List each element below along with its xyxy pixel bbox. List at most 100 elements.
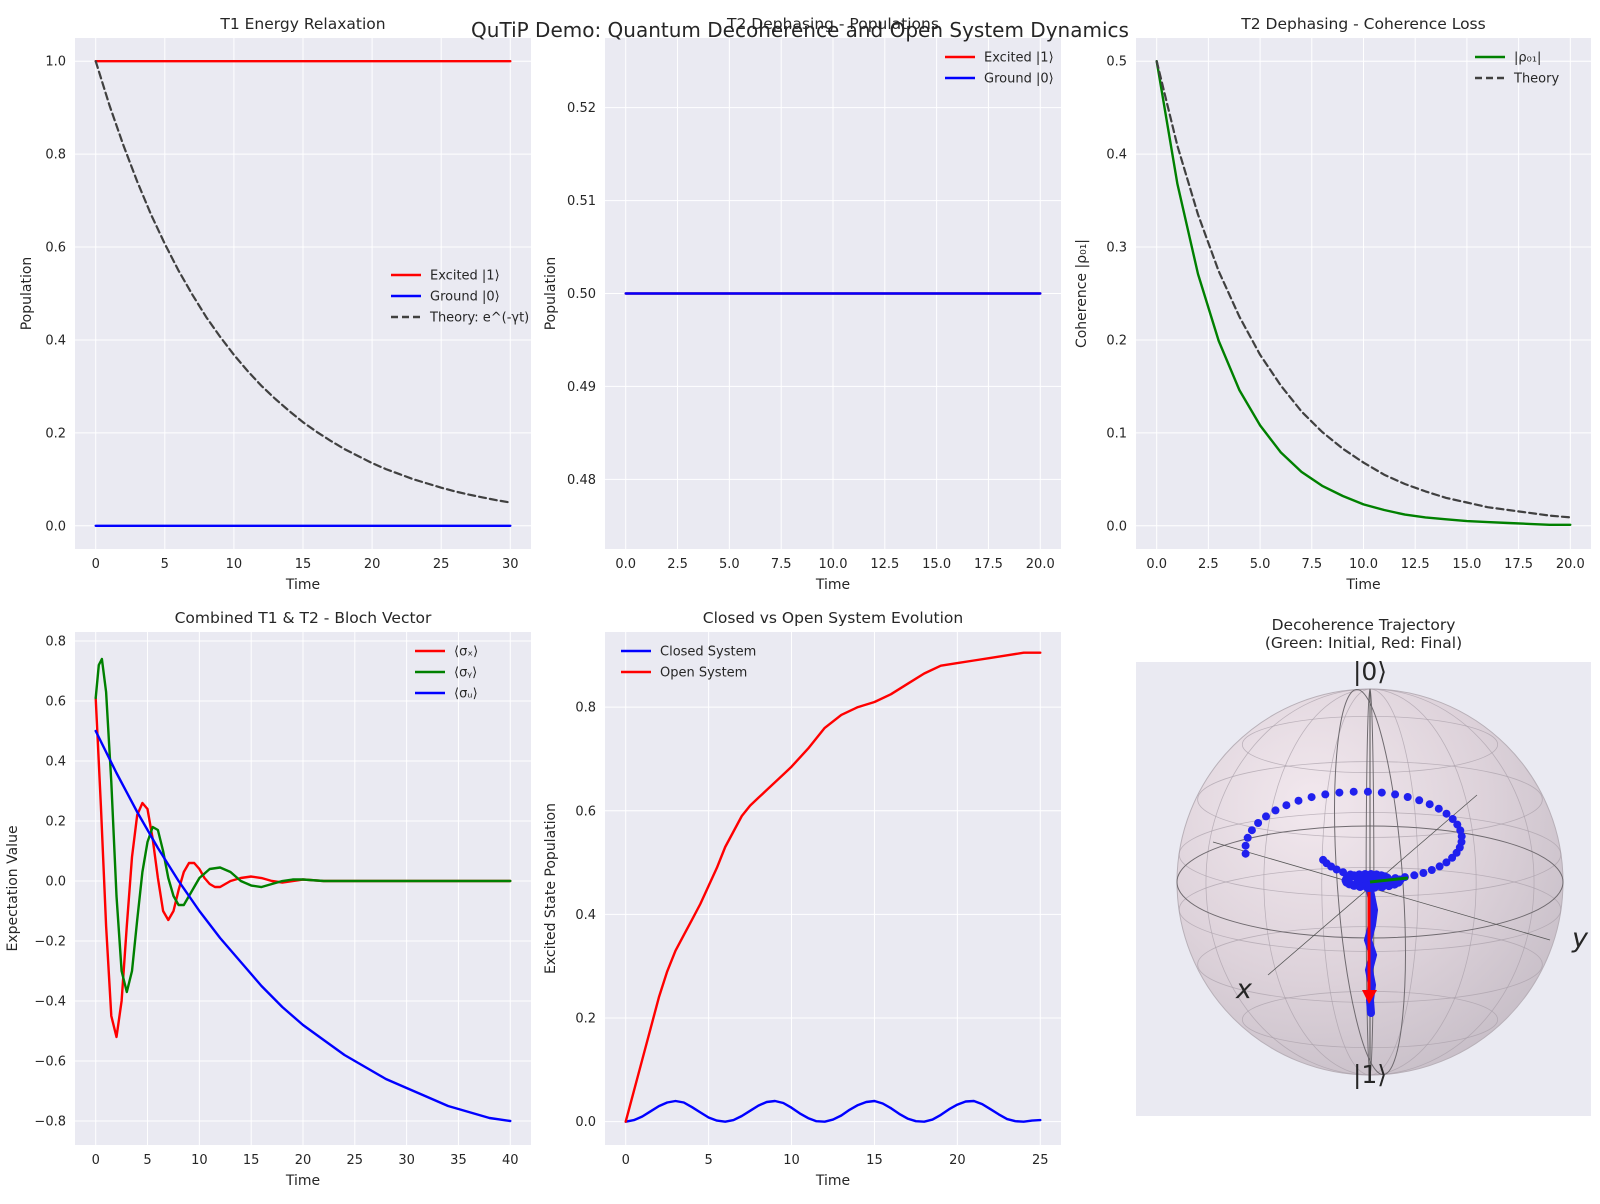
trajectory-point — [1457, 832, 1466, 841]
legend-label: Excited |1⟩ — [430, 269, 500, 284]
y-tick-label: 0.52 — [567, 101, 596, 116]
y-tick-label: 0.6 — [575, 804, 596, 819]
y-tick-label: 0.0 — [45, 875, 66, 890]
x-tick-label: 10 — [783, 1153, 800, 1168]
y-tick-label: 0.49 — [567, 380, 596, 395]
x-tick-label: 20.0 — [1026, 557, 1055, 572]
trajectory-point — [1448, 815, 1457, 823]
x-tick-label: 20 — [364, 557, 381, 572]
y-axis-label: Expectation Value — [5, 825, 21, 951]
final-vector-head — [1362, 990, 1377, 1004]
x-tick-label: 5 — [143, 1153, 151, 1168]
chart-title: T2 Dephasing - Populations — [726, 15, 939, 33]
y-tick-label: 0.51 — [567, 194, 596, 209]
trajectory-point — [1282, 801, 1291, 810]
x-tick-label: 20.0 — [1556, 557, 1585, 572]
y-axis-label: Population — [19, 257, 35, 331]
y-tick-label: 0.4 — [45, 333, 66, 348]
trajectory-point — [1247, 826, 1256, 835]
y-tick-label: 0.6 — [45, 695, 66, 710]
trajectory-point — [1254, 819, 1263, 827]
x-axis-label: Time — [815, 577, 850, 593]
x-tick-label: 2.5 — [1198, 557, 1219, 572]
x-tick-label: 10 — [191, 1153, 208, 1168]
trajectory-point — [1241, 841, 1250, 850]
x-tick-label: 12.5 — [870, 557, 899, 572]
trajectory-point — [1339, 868, 1348, 877]
chart-closedopen: 0 5 10 15 20 25 0.0 0.2 0.4 0.6 0.8 Closed vs Open … — [543, 609, 1061, 1189]
trajectory-point — [1363, 787, 1372, 796]
chart-title: T2 Dephasing - Coherence Loss — [1240, 15, 1485, 33]
trajectory-point — [1321, 790, 1330, 799]
chart-t1: 0 5 10 15 20 25 30 0.0 0.2 0.4 0.6 0.8 1.0 T1 Energy … — [19, 15, 531, 593]
x-tick-label: 12.5 — [1401, 557, 1430, 572]
y-tick-label: −0.8 — [34, 1115, 66, 1130]
legend-label: ⟨σᵧ⟩ — [454, 666, 477, 681]
legend: Excited |1⟩ Ground |0⟩ Theory: e^(-γt) — [391, 269, 529, 326]
x-tick-label: 25 — [347, 1153, 364, 1168]
x-tick-label: 0 — [92, 1153, 100, 1168]
series-line — [94, 60, 512, 504]
x-tick-label: 5.0 — [719, 557, 740, 572]
bloch-subtitle: (Green: Initial, Red: Final) — [1265, 634, 1462, 652]
trajectory-point — [1415, 796, 1424, 805]
y-tick-label: 0.2 — [575, 1012, 596, 1027]
chart-bloch: 0 5 10 15 20 25 30 35 40 −0.8 −0.6 −0.4 −0.2 0.0 0.2 0.… — [5, 609, 531, 1189]
series-line — [94, 729, 512, 1123]
x-tick-label: 10.0 — [1349, 557, 1378, 572]
x-tick-label: 25 — [1032, 1153, 1049, 1168]
legend-label: ⟨σₓ⟩ — [454, 645, 478, 660]
legend-label: Theory: e^(-γt) — [429, 311, 529, 326]
x-tick-label: 0 — [622, 1153, 630, 1168]
legend: ⟨σₓ⟩ ⟨σᵧ⟩ ⟨σᵤ⟩ — [415, 645, 478, 702]
legend-label: Closed System — [660, 645, 756, 660]
legend: Closed System Open System — [621, 645, 756, 681]
x-axis-label: Time — [1345, 577, 1380, 593]
y-tick-label: 0.2 — [1106, 333, 1127, 348]
trajectory-point — [1410, 871, 1419, 880]
y-tick-label: 0.8 — [575, 701, 596, 716]
plot-area — [605, 632, 1061, 1145]
x-tick-label: 30 — [398, 1153, 415, 1168]
y-axis-label: y — [1571, 923, 1589, 954]
chart-t2coh: 0.0 2.5 5.0 7.5 10.0 12.5 15.0 17.5 20.0 0.0 0.1 0.… — [1074, 15, 1591, 593]
trajectory-point — [1241, 849, 1250, 858]
x-tick-label: 20 — [949, 1153, 966, 1168]
series-line — [1155, 60, 1572, 526]
x-tick-label: 0 — [92, 557, 100, 572]
y-tick-label: 0.3 — [1106, 241, 1127, 256]
legend: |ρ₀₁| Theory — [1475, 51, 1559, 87]
x-tick-label: 15 — [295, 557, 312, 572]
trajectory-point — [1377, 788, 1386, 797]
trajectory-point — [1425, 800, 1434, 809]
y-axis-label: Population — [543, 257, 559, 331]
x-tick-label: 15.0 — [1452, 557, 1481, 572]
x-tick-label: 5 — [161, 557, 169, 572]
trajectory-point — [1419, 869, 1428, 877]
trajectory-points — [1241, 787, 1466, 892]
trajectory-point — [1435, 862, 1444, 871]
y-axis-label: Excited State Population — [543, 803, 559, 974]
trajectory-point — [1364, 873, 1374, 883]
trajectory-point — [1442, 858, 1451, 867]
x-tick-label: 10 — [226, 557, 243, 572]
y-tick-label: 0.2 — [45, 426, 66, 441]
x-tick-label: 5 — [704, 1153, 712, 1168]
legend-label: Ground |0⟩ — [430, 290, 500, 305]
y-tick-label: 0.2 — [45, 815, 66, 830]
bloch-sphere-panel: Decoherence Trajectory(Green: Initial, R… — [1136, 616, 1591, 1116]
y-tick-label: −0.2 — [34, 935, 66, 950]
y-tick-label: 0.50 — [567, 287, 596, 302]
y-tick-label: 0.0 — [575, 1115, 596, 1130]
x-tick-label: 10.0 — [819, 557, 848, 572]
trajectory-point — [1403, 793, 1412, 801]
chart-t2pop: 0.0 2.5 5.0 7.5 10.0 12.5 15.0 17.5 20.0 0.48 0.49… — [543, 15, 1061, 593]
x-tick-label: 7.5 — [1301, 557, 1322, 572]
series-line — [624, 1099, 1042, 1123]
y-tick-label: 0.0 — [1106, 519, 1127, 534]
x-tick-label: 17.5 — [1504, 557, 1533, 572]
trajectory-point — [1448, 853, 1457, 862]
trajectory-point — [1319, 855, 1328, 864]
y-tick-label: 0.6 — [45, 241, 66, 256]
